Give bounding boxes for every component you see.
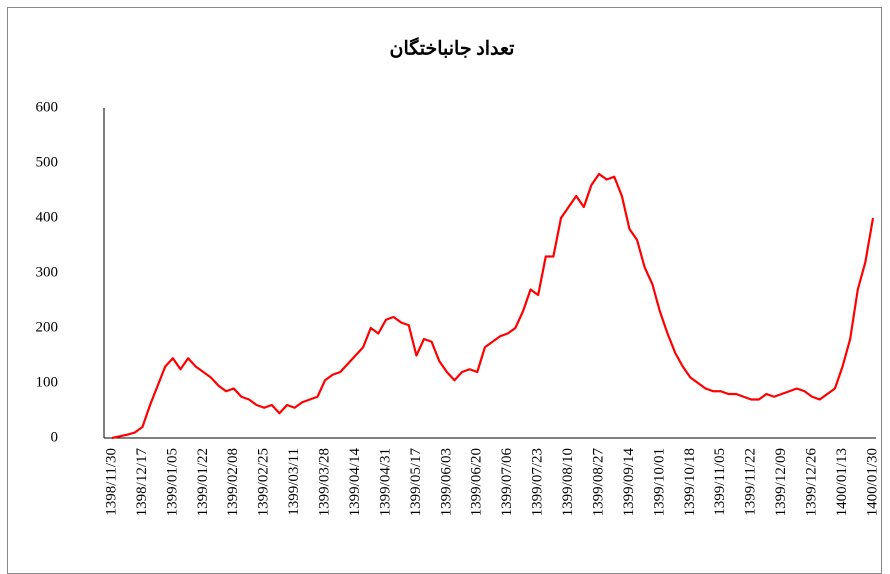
x-tick-label: 1399/03/28: [317, 448, 333, 516]
y-tick-label: 500: [36, 154, 59, 170]
y-tick-label: 0: [51, 429, 59, 445]
x-tick-label: 1399/09/14: [621, 448, 637, 517]
x-tick-label: 1399/02/25: [256, 448, 272, 516]
x-tick-label: 1399/06/03: [438, 448, 454, 516]
x-tick-label: 1399/10/01: [651, 448, 667, 516]
x-tick-label: 1400/01/30: [864, 448, 880, 516]
y-tick-label: 100: [36, 374, 59, 390]
y-tick-label: 300: [36, 264, 59, 280]
x-tick-label: 1399/03/11: [286, 448, 302, 516]
x-tick-label: 1399/08/10: [560, 448, 576, 516]
x-tick-label: 1399/12/09: [773, 448, 789, 516]
x-tick-label: 1399/01/05: [164, 448, 180, 516]
x-tick-label: 1399/11/05: [712, 448, 728, 516]
x-tick-label: 1399/02/08: [225, 448, 241, 516]
x-tick-label: 1399/07/23: [530, 448, 546, 516]
x-tick-label: 1399/11/22: [743, 448, 759, 516]
y-tick-label: 400: [36, 209, 59, 225]
y-tick-label: 600: [36, 99, 59, 115]
x-tick-label: 1400/01/13: [834, 448, 850, 516]
x-tick-label: 1399/04/14: [347, 448, 363, 517]
x-tick-label: 1399/07/06: [499, 448, 515, 517]
x-tick-label: 1399/10/18: [682, 448, 698, 516]
data-line: [111, 172, 875, 440]
chart-border: [7, 7, 882, 574]
x-tick-label: 1399/12/26: [804, 448, 820, 517]
x-tick-label: 1398/11/30: [103, 448, 119, 516]
x-tick-label: 1399/08/27: [590, 448, 606, 517]
x-tick-label: 1399/06/20: [469, 448, 485, 516]
x-tick-label: 1399/04/31: [377, 448, 393, 516]
chart-title: تعداد جانباختگان: [390, 36, 515, 59]
y-tick-label: 200: [36, 319, 59, 335]
x-tick-label: 1399/05/17: [408, 448, 424, 517]
x-tick-label: 1399/01/22: [195, 448, 211, 516]
x-tick-label: 1398/12/17: [134, 448, 150, 517]
